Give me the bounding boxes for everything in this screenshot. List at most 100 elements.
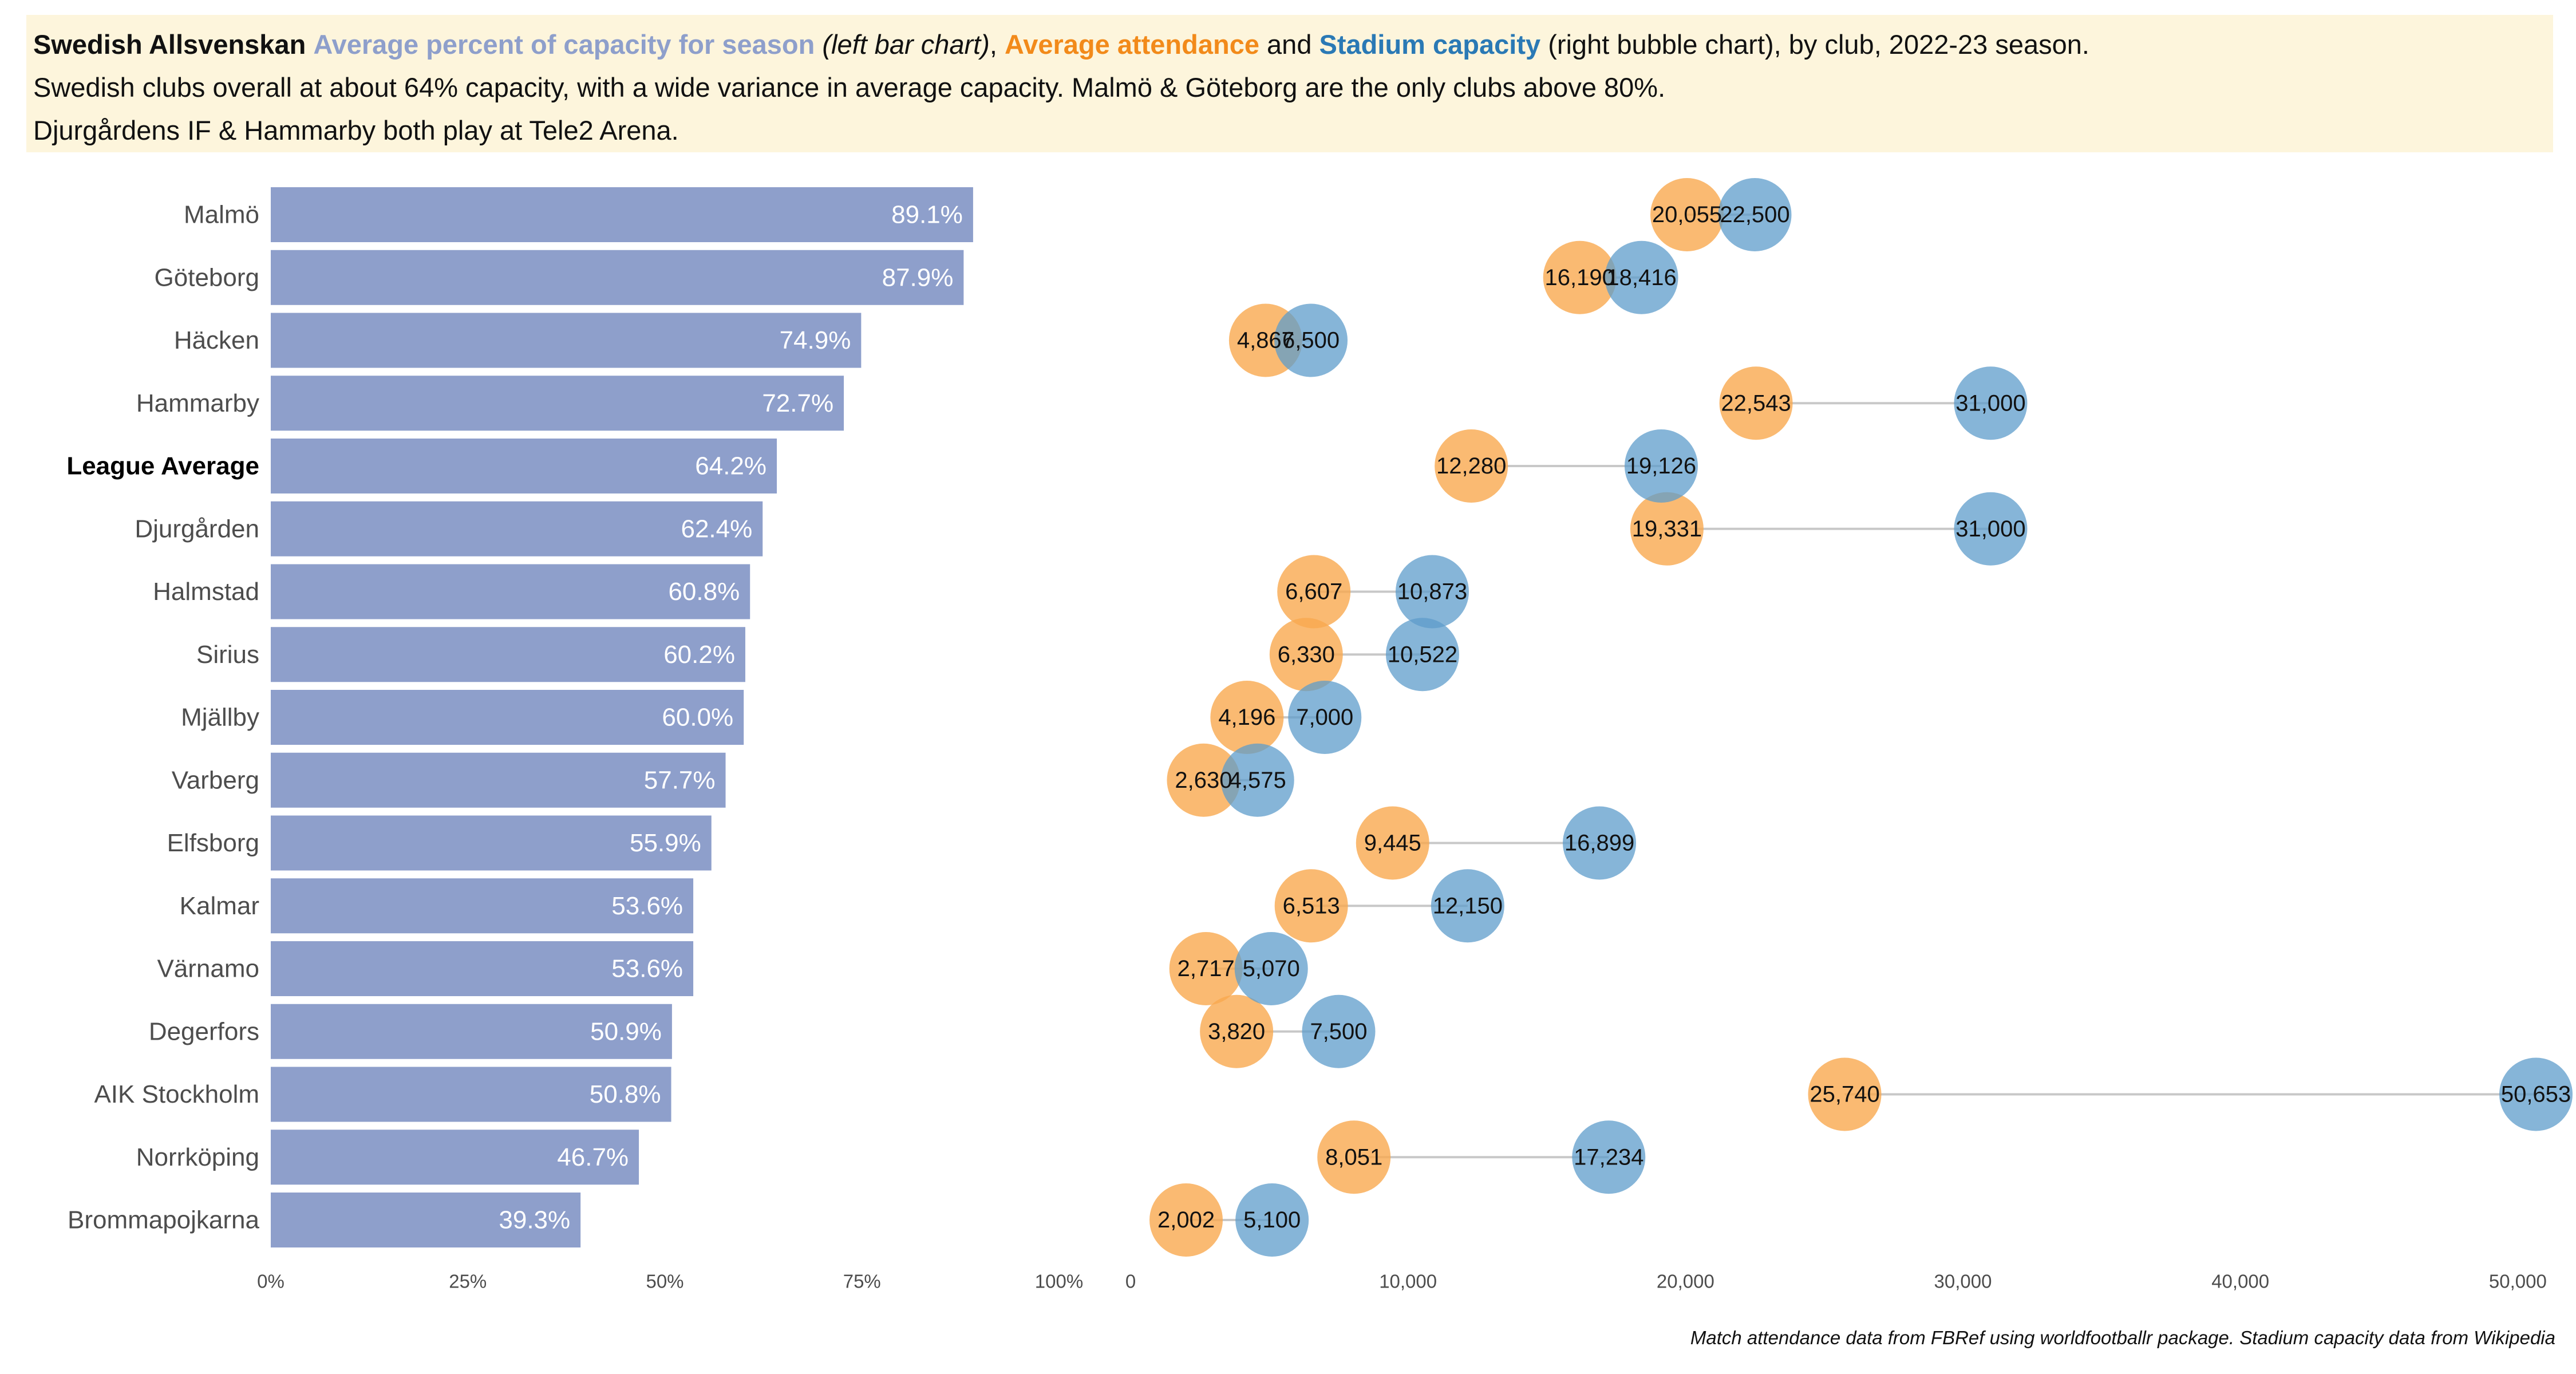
bar-x-tick-label-25: 25% bbox=[449, 1271, 487, 1292]
category-label-league-average: League Average bbox=[66, 452, 259, 480]
capacity-label-varnamo: 5,070 bbox=[1243, 956, 1300, 981]
capacity-bubble-djurgarden bbox=[1954, 492, 2028, 566]
bar-elfsborg bbox=[271, 815, 712, 871]
bar-value-label-league-average: 64.2% bbox=[695, 452, 767, 480]
left-chart-note: (left bar chart) bbox=[822, 29, 990, 60]
attendance-bubble-varnamo bbox=[1169, 932, 1243, 1005]
chart-title: Swedish Allsvenskan bbox=[33, 29, 306, 60]
attendance-label-goteborg: 16,190 bbox=[1545, 265, 1615, 290]
capacity-bubble-malmo bbox=[1718, 178, 1792, 251]
capacity-label-goteborg: 18,416 bbox=[1606, 265, 1676, 290]
bar-brommapojkarna bbox=[271, 1193, 581, 1247]
bar-value-label-djurgarden: 62.4% bbox=[681, 515, 752, 543]
bubble-x-tick-label-30000: 30,000 bbox=[1934, 1271, 1992, 1292]
category-label-varnamo: Värnamo bbox=[157, 955, 259, 983]
attendance-bubble-sirius bbox=[1269, 618, 1343, 692]
attendance-label-kalmar: 6,513 bbox=[1283, 893, 1340, 918]
capacity-legend-label: Average percent of capacity for season bbox=[313, 29, 815, 60]
capacity-label-league-average: 19,126 bbox=[1626, 453, 1696, 479]
bar-x-tick-label-50: 50% bbox=[646, 1271, 683, 1292]
bar-kalmar bbox=[271, 878, 694, 934]
capacity-label-sirius: 10,522 bbox=[1388, 642, 1457, 667]
attendance-bubble-mjallby bbox=[1210, 681, 1284, 754]
capacity-bubble-kalmar bbox=[1431, 869, 1504, 943]
bar-value-label-norrkoping: 46.7% bbox=[557, 1143, 629, 1171]
capacity-bubble-halmstad bbox=[1395, 555, 1469, 629]
attendance-bubble-hammarby bbox=[1719, 366, 1793, 440]
attendance-label-aik-stockholm: 25,740 bbox=[1809, 1082, 1879, 1107]
capacity-label-aik-stockholm: 50,653 bbox=[2501, 1082, 2571, 1107]
category-label-mjallby: Mjällby bbox=[181, 704, 259, 732]
bubble-x-tick-label-20000: 20,000 bbox=[1657, 1271, 1714, 1292]
bar-hacken bbox=[271, 313, 862, 368]
capacity-bubble-brommapojkarna bbox=[1235, 1183, 1309, 1257]
and-text: and bbox=[1267, 29, 1312, 60]
attendance-label-hammarby: 22,543 bbox=[1721, 390, 1791, 416]
bar-sirius bbox=[271, 627, 745, 682]
attendance-label-varnamo: 2,717 bbox=[1178, 956, 1235, 981]
bar-value-label-brommapojkarna: 39.3% bbox=[499, 1206, 570, 1234]
bar-chart: Malmö 89.1% Göteborg 87.9% Häcken 74.9% Hammar… bbox=[66, 187, 1083, 1292]
attendance-label-norrkoping: 8,051 bbox=[1325, 1144, 1382, 1170]
category-label-kalmar: Kalmar bbox=[180, 892, 259, 920]
capacity-bubble-varnamo bbox=[1234, 932, 1308, 1005]
attendance-bubble-league-average bbox=[1435, 429, 1508, 503]
bar-value-label-hacken: 74.9% bbox=[780, 326, 851, 354]
attendance-label-malmo: 20,055 bbox=[1652, 202, 1722, 227]
bar-league-average bbox=[271, 439, 777, 493]
attendance-bubble-malmo bbox=[1650, 178, 1724, 251]
capacity-label-djurgarden: 31,000 bbox=[1955, 516, 2025, 542]
capacity-label-degerfors: 7,500 bbox=[1310, 1019, 1367, 1044]
capacity-bubble-hammarby bbox=[1954, 366, 2028, 440]
attendance-label-hacken: 4,867 bbox=[1237, 328, 1294, 353]
capacity-bubble-aik-stockholm bbox=[2499, 1057, 2573, 1131]
capacity-label-hammarby: 31,000 bbox=[1955, 390, 2025, 416]
attendance-label-league-average: 12,280 bbox=[1436, 453, 1506, 479]
attendance-label-elfsborg: 9,445 bbox=[1364, 831, 1421, 856]
category-label-aik-stockholm: AIK Stockholm bbox=[94, 1080, 259, 1108]
capacity-label-halmstad: 10,873 bbox=[1397, 579, 1467, 605]
category-label-halmstad: Halmstad bbox=[153, 578, 259, 606]
capacity-bubble-mjallby bbox=[1288, 681, 1362, 754]
attendance-bubble-djurgarden bbox=[1630, 492, 1704, 566]
category-label-malmo: Malmö bbox=[184, 201, 259, 229]
capacity-label-mjallby: 7,000 bbox=[1296, 705, 1353, 730]
category-label-goteborg: Göteborg bbox=[155, 263, 259, 291]
capacity-bubble-sirius bbox=[1385, 618, 1459, 692]
header-line-1: Swedish Allsvenskan Average percent of c… bbox=[33, 29, 2089, 60]
bubble-x-tick-label-50000: 50,000 bbox=[2489, 1271, 2547, 1292]
bar-value-label-varberg: 57.7% bbox=[644, 766, 716, 794]
bar-value-label-hammarby: 72.7% bbox=[762, 389, 833, 417]
bar-malmo bbox=[271, 187, 973, 242]
bar-value-label-mjallby: 60.0% bbox=[662, 704, 733, 732]
source-caption: Match attendance data from FBRef using w… bbox=[1690, 1327, 2555, 1348]
bar-x-tick-label-100: 100% bbox=[1035, 1271, 1083, 1292]
attendance-bubble-aik-stockholm bbox=[1808, 1057, 1882, 1131]
bar-degerfors bbox=[271, 1004, 672, 1059]
attendance-label-sirius: 6,330 bbox=[1278, 642, 1335, 667]
category-label-sirius: Sirius bbox=[196, 641, 259, 669]
capacity-bubble-elfsborg bbox=[1563, 806, 1637, 880]
attendance-bubble-kalmar bbox=[1274, 869, 1348, 943]
attendance-label-brommapojkarna: 2,002 bbox=[1157, 1207, 1215, 1233]
bar-value-label-degerfors: 50.9% bbox=[590, 1017, 662, 1045]
bar-mjallby bbox=[271, 690, 744, 745]
capacity-label-hacken: 6,500 bbox=[1282, 328, 1340, 353]
bar-djurgarden bbox=[271, 501, 763, 556]
bar-value-label-sirius: 60.2% bbox=[663, 641, 735, 669]
category-label-norrkoping: Norrköping bbox=[136, 1143, 259, 1171]
capacity-bubble-degerfors bbox=[1302, 994, 1376, 1068]
attendance-bubble-halmstad bbox=[1277, 555, 1351, 629]
bar-norrkoping bbox=[271, 1130, 639, 1185]
capacity-bubble-goteborg bbox=[1605, 240, 1678, 314]
bar-goteborg bbox=[271, 250, 964, 305]
bar-value-label-elfsborg: 55.9% bbox=[630, 829, 701, 857]
attendance-bubble-degerfors bbox=[1200, 994, 1274, 1068]
attendance-bubble-goteborg bbox=[1543, 240, 1617, 314]
category-label-djurgarden: Djurgården bbox=[135, 515, 259, 543]
bubble-x-tick-label-0: 0 bbox=[1125, 1271, 1136, 1292]
bar-halmstad bbox=[271, 564, 750, 619]
bar-value-label-halmstad: 60.8% bbox=[668, 578, 740, 606]
